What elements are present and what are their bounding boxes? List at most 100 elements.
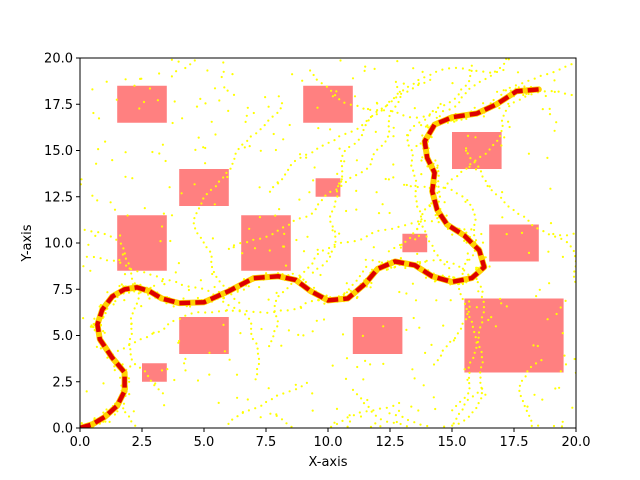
sample-point xyxy=(271,233,274,236)
sample-point xyxy=(414,184,417,187)
sample-point xyxy=(430,220,433,223)
sample-point xyxy=(102,382,105,385)
sample-point xyxy=(405,292,408,295)
sample-point xyxy=(123,299,126,302)
sample-point xyxy=(370,410,373,413)
sample-point xyxy=(384,228,387,231)
sample-point xyxy=(137,297,140,300)
sample-point xyxy=(473,84,476,87)
sample-point xyxy=(461,67,464,70)
sample-point xyxy=(312,73,315,77)
sample-point xyxy=(500,196,503,199)
sample-point xyxy=(503,201,506,204)
sample-point xyxy=(239,332,242,335)
sample-point xyxy=(229,167,232,170)
sample-point xyxy=(374,414,377,417)
sample-point xyxy=(158,152,161,155)
sample-point xyxy=(503,136,506,139)
sample-point xyxy=(381,203,384,206)
sample-point xyxy=(413,124,416,128)
sample-point xyxy=(210,120,213,123)
sample-point xyxy=(456,332,459,335)
sample-point xyxy=(164,159,167,163)
sample-point xyxy=(237,147,240,151)
sample-point xyxy=(323,302,326,305)
sample-point xyxy=(347,288,350,291)
sample-point xyxy=(402,114,405,117)
sample-point xyxy=(325,85,328,88)
sample-point xyxy=(154,382,157,385)
sample-point xyxy=(423,185,426,188)
sample-point xyxy=(398,90,401,93)
sample-point xyxy=(394,105,397,108)
sample-point xyxy=(420,124,423,127)
sample-point xyxy=(436,164,439,167)
sample-point xyxy=(523,404,526,408)
sample-point xyxy=(507,102,510,105)
sample-point xyxy=(416,185,419,189)
sample-point xyxy=(137,292,140,295)
sample-point xyxy=(425,235,428,238)
sample-point xyxy=(481,361,484,364)
sample-point xyxy=(158,72,161,75)
sample-point xyxy=(273,330,276,333)
sample-point xyxy=(479,381,482,384)
sample-point xyxy=(315,319,318,322)
sample-point xyxy=(136,270,139,273)
sample-point xyxy=(387,120,390,123)
sample-point xyxy=(361,334,364,337)
sample-point xyxy=(320,82,323,85)
sample-point xyxy=(355,189,358,192)
sample-point xyxy=(252,111,255,115)
sample-point xyxy=(333,421,336,424)
sample-point xyxy=(436,217,439,220)
sample-point xyxy=(466,378,469,381)
sample-point xyxy=(380,261,384,264)
sample-point xyxy=(356,365,359,369)
sample-point xyxy=(246,398,249,401)
x-tick-label: 20.0 xyxy=(562,435,591,450)
sample-point xyxy=(475,306,478,309)
sample-point xyxy=(256,347,259,350)
sample-point xyxy=(343,292,346,295)
sample-point xyxy=(348,145,351,149)
sample-point xyxy=(521,399,525,403)
sample-point xyxy=(299,156,302,159)
sample-point xyxy=(558,68,561,71)
sample-point xyxy=(201,287,204,290)
sample-point xyxy=(194,148,197,151)
sample-point xyxy=(460,170,463,173)
sample-point xyxy=(268,345,271,348)
sample-point xyxy=(473,213,476,216)
y-tick-label: 20.0 xyxy=(44,52,73,67)
sample-point xyxy=(565,234,569,237)
sample-point xyxy=(442,324,445,327)
sample-point xyxy=(122,247,125,250)
sample-point xyxy=(523,85,526,88)
sample-point xyxy=(99,257,102,260)
sample-point xyxy=(405,328,408,331)
sample-point xyxy=(104,312,107,315)
sample-point xyxy=(249,135,252,138)
sample-point xyxy=(449,299,452,302)
sample-point xyxy=(276,325,279,328)
sample-point xyxy=(563,92,567,95)
sample-point xyxy=(408,116,412,119)
sample-point xyxy=(561,332,564,335)
sample-point xyxy=(83,228,86,231)
sample-point xyxy=(437,180,440,183)
sample-point xyxy=(416,252,419,255)
sample-point xyxy=(112,259,115,262)
sample-point xyxy=(468,80,471,83)
sample-point xyxy=(311,392,314,395)
sample-point xyxy=(115,238,118,241)
sample-point xyxy=(235,373,239,376)
sample-point xyxy=(536,344,539,348)
sample-point xyxy=(463,403,466,406)
x-tick-label: 5.0 xyxy=(194,435,215,450)
obstacle-rect xyxy=(179,169,229,206)
sample-point xyxy=(345,282,348,285)
sample-point xyxy=(172,319,175,323)
sample-point xyxy=(469,74,472,78)
sample-point xyxy=(564,299,567,302)
